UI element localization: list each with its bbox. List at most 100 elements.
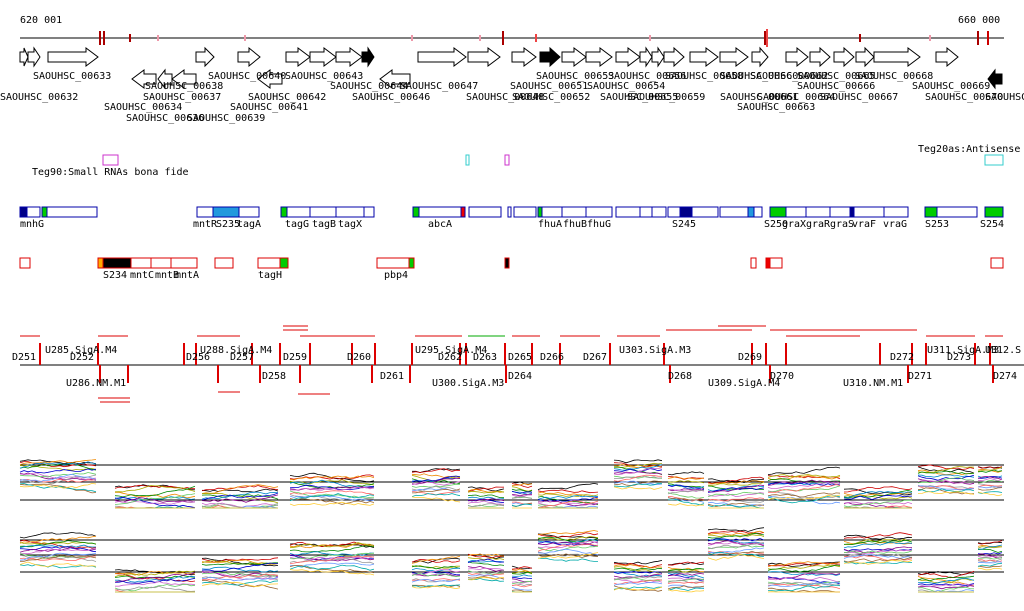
expression-trace bbox=[114, 484, 196, 491]
feature-box bbox=[257, 257, 281, 269]
expression-trace bbox=[289, 556, 375, 561]
track-label: Teg20as:Antisense bbox=[918, 144, 1020, 155]
expression-trace bbox=[411, 493, 461, 497]
promoter-label: D262 bbox=[438, 352, 462, 363]
expression-trace bbox=[613, 475, 663, 479]
expression-trace bbox=[411, 496, 461, 503]
feature-label: vraG bbox=[883, 219, 907, 230]
expression-trace bbox=[843, 532, 913, 539]
expression-trace bbox=[412, 468, 461, 473]
expression-trace bbox=[707, 542, 765, 550]
expression-trace bbox=[467, 500, 505, 505]
expression-trace bbox=[707, 491, 765, 497]
feature-box bbox=[769, 257, 783, 269]
expression-trace bbox=[537, 500, 599, 509]
expression-trace bbox=[707, 504, 765, 509]
expression-trace bbox=[767, 561, 841, 568]
expression-trace bbox=[411, 565, 460, 569]
expression-trace bbox=[613, 573, 663, 579]
expression-trace bbox=[537, 495, 599, 500]
expression-trace bbox=[667, 573, 705, 577]
expression-trace bbox=[767, 485, 841, 493]
feature-box bbox=[853, 206, 885, 218]
feature-box bbox=[97, 257, 104, 269]
expression-trace bbox=[20, 555, 97, 562]
expression-trace bbox=[467, 574, 505, 580]
expression-trace bbox=[917, 474, 975, 481]
promoter-label: D251 bbox=[12, 352, 36, 363]
expression-trace bbox=[667, 587, 705, 591]
feature-box bbox=[753, 206, 763, 218]
expression-trace bbox=[19, 555, 97, 561]
expression-trace bbox=[537, 496, 599, 502]
feature-box bbox=[19, 206, 28, 218]
expression-trace bbox=[613, 581, 663, 586]
gene-label: SAOUHSC_00634 bbox=[104, 102, 182, 113]
gene-arrow bbox=[171, 69, 197, 89]
gene-label: SAOUHSC_00665 bbox=[797, 71, 875, 82]
expression-trace bbox=[667, 480, 705, 484]
expression-trace bbox=[19, 544, 96, 549]
expression-trace bbox=[19, 472, 97, 478]
expression-trace bbox=[201, 579, 279, 590]
expression-trace bbox=[289, 564, 375, 571]
expression-trace bbox=[707, 532, 765, 539]
expression-trace bbox=[977, 466, 1003, 469]
expression-trace bbox=[511, 580, 533, 585]
expression-trace bbox=[843, 494, 913, 500]
expression-trace bbox=[201, 574, 279, 581]
expression-trace bbox=[289, 493, 375, 502]
expression-trace bbox=[467, 503, 504, 508]
gene-label: SAOUHSC_00632 bbox=[0, 92, 78, 103]
promoter-label: D261 bbox=[380, 371, 404, 382]
expression-trace bbox=[201, 492, 279, 501]
expression-trace bbox=[843, 556, 913, 563]
feature-label: fhuB bbox=[563, 219, 587, 230]
expression-trace bbox=[411, 555, 461, 564]
feature-box bbox=[984, 206, 1004, 218]
expression-trace bbox=[667, 561, 705, 566]
expression-trace bbox=[843, 534, 913, 540]
gene-label: SAOUHSC_00661 bbox=[720, 92, 798, 103]
promoter-label: D272 bbox=[890, 352, 914, 363]
expression-trace bbox=[707, 487, 765, 493]
expression-trace bbox=[411, 473, 461, 479]
expression-trace bbox=[114, 570, 196, 576]
expression-trace bbox=[289, 545, 375, 553]
promoter-label: U303.SigA.M3 bbox=[619, 345, 691, 356]
feature-box bbox=[468, 206, 502, 218]
feature-box bbox=[130, 257, 152, 269]
expression-trace bbox=[707, 551, 765, 557]
expression-trace bbox=[511, 481, 533, 485]
promoter-label: U312.S bbox=[985, 345, 1021, 356]
gene-label: SAOUHSC_00667 bbox=[820, 92, 898, 103]
expression-trace bbox=[977, 546, 1003, 549]
promoter-label: U285.SigA.M4 bbox=[45, 345, 117, 356]
feature-label: graX bbox=[782, 219, 806, 230]
feature-box bbox=[408, 257, 415, 269]
expression-trace bbox=[201, 566, 279, 573]
expression-trace bbox=[537, 552, 599, 559]
feature-label: fhuA bbox=[538, 219, 562, 230]
expression-trace bbox=[537, 546, 599, 552]
gene-arrow bbox=[27, 46, 41, 68]
expression-trace bbox=[917, 491, 975, 495]
expression-trace bbox=[667, 561, 705, 566]
expression-trace bbox=[707, 542, 765, 546]
expression-trace bbox=[114, 583, 196, 592]
gene-label: SAOUHSC_00644 bbox=[330, 81, 408, 92]
expression-trace bbox=[707, 484, 765, 493]
gene-label: SAOUHSC_00637 bbox=[143, 92, 221, 103]
expression-trace bbox=[977, 567, 1003, 571]
expression-trace bbox=[19, 478, 97, 483]
feature-label: graR bbox=[806, 219, 831, 230]
srna-box bbox=[504, 154, 510, 166]
expression-trace bbox=[977, 555, 1003, 558]
expression-trace bbox=[917, 474, 975, 478]
promoter-label: D264 bbox=[508, 371, 532, 382]
expression-trace bbox=[201, 494, 279, 503]
expression-trace bbox=[843, 549, 913, 555]
expression-trace bbox=[114, 570, 196, 578]
expression-trace bbox=[613, 579, 663, 585]
expression-trace bbox=[978, 559, 1003, 563]
